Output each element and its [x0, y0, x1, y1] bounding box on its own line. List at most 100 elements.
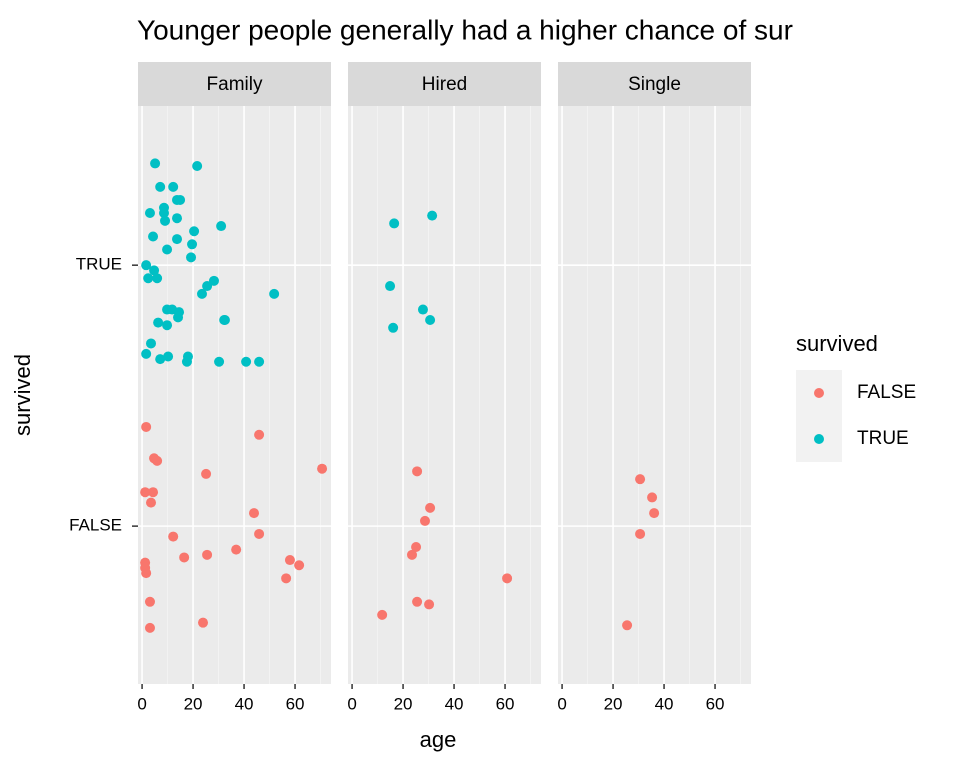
data-point	[144, 207, 155, 218]
legend-marker	[814, 388, 824, 398]
data-point	[249, 508, 260, 519]
data-point	[647, 492, 658, 503]
data-point	[317, 463, 328, 474]
data-point	[406, 549, 417, 560]
x-tick-label: 60	[286, 694, 305, 713]
data-point	[635, 474, 646, 485]
data-point	[412, 596, 423, 607]
data-point	[219, 314, 230, 325]
x-axis-label: age	[420, 727, 457, 752]
x-tick-label: 20	[604, 694, 623, 713]
data-point	[202, 549, 213, 560]
y-tick-label: TRUE	[76, 255, 122, 274]
data-point	[389, 218, 400, 229]
data-point	[152, 273, 163, 284]
data-point	[208, 275, 219, 286]
data-point	[216, 221, 227, 232]
data-point	[179, 552, 190, 563]
data-point	[163, 351, 174, 362]
data-point	[159, 207, 170, 218]
strip-label: Hired	[422, 74, 467, 95]
data-point	[502, 573, 513, 584]
panel-background	[138, 106, 331, 684]
data-point	[141, 260, 152, 271]
data-point	[231, 544, 242, 555]
data-point	[281, 573, 292, 584]
strip-label: Family	[207, 74, 263, 95]
data-point	[149, 265, 160, 276]
data-point	[269, 288, 280, 299]
data-point	[388, 322, 399, 333]
data-point	[175, 194, 186, 205]
data-point	[196, 288, 207, 299]
y-tick-label: FALSE	[69, 516, 122, 535]
x-tick-label: 60	[496, 694, 515, 713]
data-point	[140, 487, 151, 498]
data-point	[162, 320, 173, 331]
data-point	[254, 528, 265, 539]
data-point	[622, 620, 633, 631]
x-tick-label: 40	[445, 694, 464, 713]
data-point	[162, 244, 173, 255]
x-tick-label: 0	[347, 694, 356, 713]
data-point	[141, 348, 152, 359]
data-point	[186, 252, 197, 263]
data-point	[173, 312, 184, 323]
data-point	[143, 273, 154, 284]
data-point	[649, 508, 660, 519]
data-point	[294, 560, 305, 571]
legend-label: FALSE	[857, 382, 916, 403]
data-point	[152, 455, 163, 466]
data-point	[198, 617, 209, 628]
x-tick-label: 0	[557, 694, 566, 713]
data-point	[385, 281, 396, 292]
data-point	[254, 429, 265, 440]
data-point	[424, 599, 435, 610]
legend-title: survived	[796, 331, 878, 356]
x-tick-label: 20	[184, 694, 203, 713]
data-point	[284, 555, 295, 566]
data-point	[141, 421, 152, 432]
legend-marker	[814, 434, 824, 444]
strip-background	[558, 62, 751, 106]
data-point	[155, 354, 166, 365]
data-point	[192, 161, 203, 172]
data-point	[168, 181, 179, 192]
x-tick-label: 40	[655, 694, 674, 713]
data-point	[168, 531, 179, 542]
data-point	[181, 356, 192, 367]
panel-background	[558, 106, 751, 684]
data-point	[189, 226, 200, 237]
panel-background	[348, 106, 541, 684]
x-tick-label: 20	[394, 694, 413, 713]
strip-label: Single	[628, 74, 681, 95]
data-point	[377, 609, 388, 620]
data-point	[172, 213, 183, 224]
data-point	[254, 356, 265, 367]
data-point	[187, 239, 198, 250]
legend-label: TRUE	[857, 428, 909, 449]
data-point	[144, 596, 155, 607]
data-point	[425, 502, 436, 513]
data-point	[144, 622, 155, 633]
data-point	[150, 158, 161, 169]
data-point	[153, 317, 164, 328]
data-point	[155, 181, 166, 192]
data-point	[160, 215, 171, 226]
strip-background	[138, 62, 331, 106]
data-point	[425, 314, 436, 325]
data-point	[419, 515, 430, 526]
data-point	[241, 356, 252, 367]
x-tick-label: 40	[235, 694, 254, 713]
x-tick-label: 60	[706, 694, 725, 713]
data-point	[635, 528, 646, 539]
data-point	[411, 542, 422, 553]
strip-background	[348, 62, 541, 106]
data-point	[417, 304, 428, 315]
data-point	[201, 468, 212, 479]
data-point	[172, 234, 183, 245]
data-point	[146, 338, 157, 349]
data-point	[146, 497, 157, 508]
data-point	[148, 231, 159, 242]
